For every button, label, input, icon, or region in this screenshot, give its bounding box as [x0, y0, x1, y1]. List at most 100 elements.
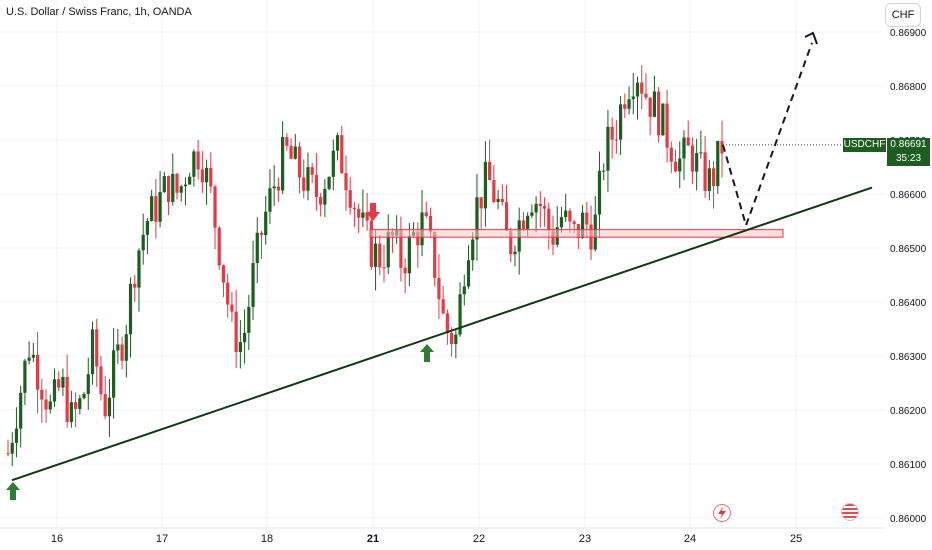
- candle-body: [348, 190, 352, 208]
- candle-body: [382, 267, 386, 269]
- candle-body: [158, 191, 162, 222]
- candle-body: [500, 198, 504, 203]
- candle-body: [610, 126, 614, 140]
- candle-body: [175, 173, 179, 193]
- candle-body: [462, 286, 466, 295]
- lightning-icon[interactable]: [713, 504, 731, 522]
- currency-button[interactable]: CHF: [885, 3, 921, 27]
- candle-body: [327, 176, 331, 189]
- candle-body: [306, 167, 310, 191]
- y-tick-label: 0.86200: [890, 406, 927, 417]
- candle-body: [133, 283, 137, 288]
- chart-grid: [0, 0, 883, 528]
- candle-body: [699, 152, 703, 154]
- candle-body: [521, 220, 526, 229]
- candle-body: [509, 230, 513, 255]
- candle-body: [196, 151, 200, 170]
- candle-body: [331, 150, 335, 177]
- candle-body: [314, 174, 319, 197]
- ticker-price: 0.86691: [887, 138, 930, 152]
- candle-body: [213, 186, 217, 228]
- support-zone: [369, 229, 784, 238]
- candle-body: [6, 453, 10, 455]
- candle-body: [145, 220, 150, 235]
- candle-body: [69, 402, 73, 422]
- candle-body: [310, 167, 314, 175]
- candle-body: [48, 401, 52, 410]
- candle-body: [335, 135, 340, 151]
- x-tick-label: 25: [790, 533, 802, 545]
- candle-body: [631, 96, 635, 100]
- candle-body: [657, 91, 661, 136]
- candle-body: [373, 243, 378, 267]
- us-flag-icon[interactable]: [841, 503, 859, 521]
- candle-body: [564, 210, 568, 218]
- candle-body: [141, 234, 145, 251]
- chart-overlays: [6, 31, 883, 500]
- candle-body: [703, 152, 707, 191]
- y-tick-label: 0.86900: [890, 28, 927, 39]
- candle-body: [90, 329, 95, 375]
- candle-body: [344, 173, 348, 191]
- candle-body: [547, 208, 551, 231]
- candle-body: [619, 104, 623, 140]
- candle-body: [369, 220, 373, 267]
- candle-body: [99, 366, 103, 395]
- candle-body: [200, 169, 204, 183]
- candle-body: [40, 389, 44, 400]
- candle-body: [272, 186, 276, 189]
- candle-body: [116, 344, 120, 351]
- x-tick-label: 23: [579, 533, 591, 545]
- x-tick-label: 22: [473, 533, 485, 545]
- candle-body: [530, 212, 534, 216]
- y-tick-label: 0.86100: [890, 460, 927, 471]
- candle-body: [61, 377, 65, 388]
- x-tick-label: 18: [261, 533, 273, 545]
- y-tick-label: 0.86300: [890, 352, 927, 363]
- candle-body: [504, 202, 509, 231]
- candle-body: [572, 221, 576, 225]
- candle-body: [420, 212, 424, 246]
- y-tick-label: 0.86000: [890, 514, 927, 525]
- candle-body: [107, 397, 111, 417]
- candle-body: [217, 227, 221, 266]
- candle-body: [23, 360, 27, 393]
- candle-body: [648, 97, 652, 117]
- candle-body: [416, 231, 420, 246]
- candle-body: [230, 304, 234, 312]
- candle-body: [10, 442, 14, 454]
- candle-body: [673, 161, 678, 172]
- candle-body: [247, 306, 251, 333]
- candle-body: [14, 428, 19, 443]
- candle-body: [690, 145, 695, 172]
- candle-body: [534, 203, 538, 213]
- candle-body: [221, 265, 226, 283]
- candle-body: [538, 203, 542, 207]
- projection-path: [722, 42, 813, 229]
- candle-body: [479, 197, 483, 209]
- candle-body: [166, 176, 171, 202]
- y-tick-label: 0.86400: [890, 298, 927, 309]
- candle-body: [445, 313, 449, 334]
- candle-body: [65, 377, 69, 422]
- candle-body: [488, 161, 492, 181]
- candle-body: [154, 196, 158, 222]
- candle-body: [268, 188, 272, 212]
- candle-body: [606, 126, 610, 171]
- candle-body: [597, 170, 602, 215]
- candle-body: [585, 212, 589, 225]
- x-tick-label: 17: [156, 533, 168, 545]
- candle-body: [441, 299, 445, 314]
- candle-body: [128, 283, 133, 335]
- candles: [6, 65, 724, 466]
- candle-body: [150, 196, 154, 221]
- candle-body: [112, 350, 116, 398]
- candle-body: [264, 211, 268, 236]
- candle-body: [661, 103, 665, 136]
- candle-body: [302, 177, 306, 191]
- candle-body: [665, 103, 669, 148]
- candle-body: [635, 82, 640, 97]
- sell-arrow: [366, 203, 380, 221]
- candle-body: [513, 251, 517, 255]
